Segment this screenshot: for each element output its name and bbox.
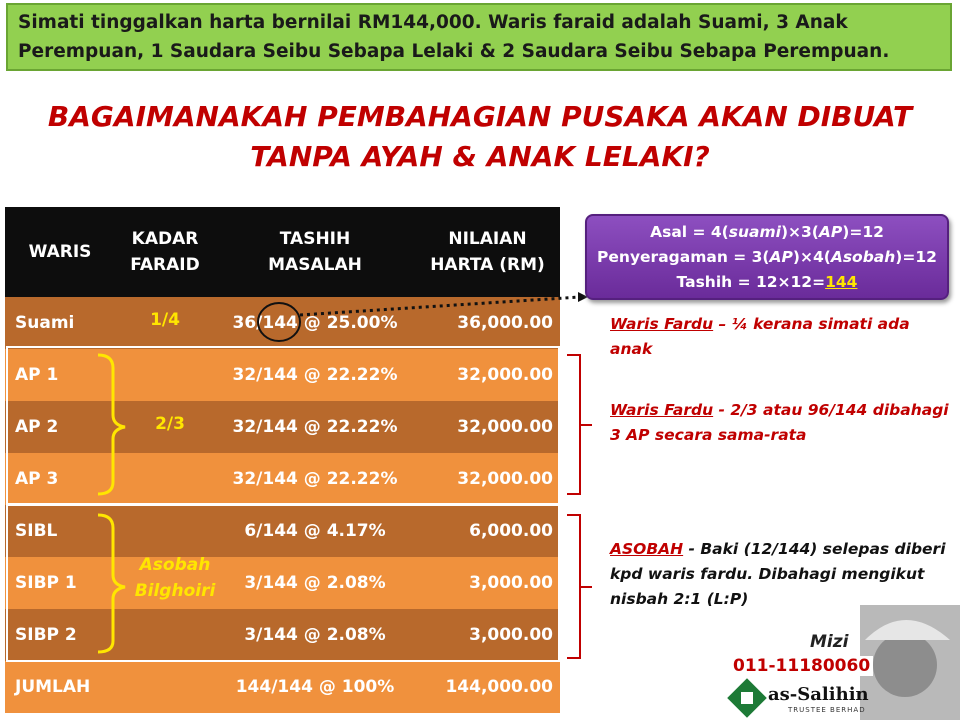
note-text: – ¼ kerana simati ada anak xyxy=(610,315,910,358)
table-cell: 3/144 @ 2.08% xyxy=(244,625,386,645)
table-cell: 32/144 @ 22.22% xyxy=(232,469,398,489)
note-label: Waris Fardu xyxy=(610,315,714,333)
header-line: TASHIH xyxy=(279,229,351,249)
heir-name: AP 2 xyxy=(15,417,59,437)
calc-part: )=12 xyxy=(895,248,937,266)
group-outline xyxy=(6,346,560,505)
note-label: ASOBAH xyxy=(610,540,684,558)
bracket xyxy=(97,513,126,654)
heir-name: AP 3 xyxy=(15,469,59,489)
logo-name: as-Salihin xyxy=(768,684,869,705)
kadar: 2/3 xyxy=(155,414,185,434)
column-header: NILAIAN HARTA (RM) xyxy=(415,207,560,297)
heir-name: SIBP 1 xyxy=(15,573,77,593)
table-cell: 3,000.00 xyxy=(469,625,553,645)
calc-part: )×4( xyxy=(792,248,831,266)
table-cell: 32/144 @ 22.22% xyxy=(232,365,398,385)
table-cell: 36,000.00 xyxy=(457,313,553,333)
calc-part: )×3( xyxy=(780,223,819,241)
note-label: Waris Fardu xyxy=(610,401,714,419)
header-line: FARAID xyxy=(130,255,200,275)
header-line: HARTA (RM) xyxy=(430,255,545,275)
table-cell: 32,000.00 xyxy=(457,469,553,489)
table-cell: 32/144 @ 22.22% xyxy=(232,417,398,437)
table-row: JUMLAH 144/144 @ 100% 144,000.00 xyxy=(5,661,560,713)
column-header: KADAR FARAID xyxy=(115,207,215,297)
title: BAGAIMANAKAH PEMBAHAGIAN PUSAKA AKAN DIB… xyxy=(47,100,913,133)
bracket xyxy=(567,514,592,659)
header: Simati tinggalkan harta bernilai RM144,0… xyxy=(6,3,952,71)
calc-part: Tashih = 12×12= xyxy=(676,273,826,291)
note-text: - Baki (12/144) selepas diberi kpd waris… xyxy=(610,540,946,608)
note: ASOBAH - Baki (12/144) selepas diberi kp… xyxy=(610,537,950,612)
table-cell: 144/144 @ 100% xyxy=(235,677,395,697)
pointer-head xyxy=(578,292,588,302)
kadar: 1/4 xyxy=(150,310,180,330)
table-cell: 32,000.00 xyxy=(457,417,553,437)
header-line: KADAR xyxy=(131,229,199,249)
photo-hat xyxy=(865,620,950,640)
calculation-box: Asal = 4(suami)×3(AP)=12 Penyeragaman = … xyxy=(585,214,949,300)
table-cell: 6/144 @ 4.17% xyxy=(244,521,386,541)
calc-part: Asal = 4( xyxy=(650,223,729,241)
table-row: AP 2 32/144 @ 22.22% 32,000.00 xyxy=(5,401,560,453)
table-row: SIBL 6/144 @ 4.17% 6,000.00 xyxy=(5,505,560,557)
bracket xyxy=(97,353,126,496)
table-row: SIBP 2 3/144 @ 2.08% 3,000.00 xyxy=(5,609,560,661)
logo-mark xyxy=(727,678,767,718)
calc-part: suami xyxy=(728,223,781,241)
heir-name: Suami xyxy=(15,313,75,333)
logo-tagline: TRUSTEE BERHAD xyxy=(788,706,866,714)
column-header: WARIS xyxy=(5,207,115,297)
title: TANPA AYAH & ANAK LELAKI? xyxy=(250,140,710,173)
column-header: TASHIH MASALAH xyxy=(215,207,415,297)
table-row: AP 3 32/144 @ 22.22% 32,000.00 xyxy=(5,453,560,505)
table-cell: 32,000.00 xyxy=(457,365,553,385)
calc-part: Penyeragaman = 3( xyxy=(597,248,770,266)
bracket xyxy=(567,354,592,495)
header-line: MASALAH xyxy=(268,255,362,275)
calc-part: 144 xyxy=(825,273,858,291)
pointer-line xyxy=(299,295,581,317)
photo-face xyxy=(873,633,937,697)
calc-part: Asobah xyxy=(830,248,896,266)
calc-part: AP xyxy=(818,223,843,241)
kadar: Asobah Bilghoiri xyxy=(125,552,225,604)
table-cell: 3/144 @ 2.08% xyxy=(244,573,386,593)
heir-name: SIBL xyxy=(15,521,58,541)
logo-signature: Mizi xyxy=(810,632,849,652)
header-line: WARIS xyxy=(28,242,92,262)
note-text: - 2/3 atau 96/144 dibahagi 3 AP secara s… xyxy=(610,401,949,444)
table-cell: 144,000.00 xyxy=(445,677,553,697)
table-cell: 6,000.00 xyxy=(469,521,553,541)
calc-line: Penyeragaman = 3(AP)×4(Asobah)=12 xyxy=(587,245,947,270)
heir-name: JUMLAH xyxy=(15,677,91,697)
table-cell: 36/144 @ 25.00% xyxy=(232,313,398,333)
logo-phone: 011-11180060 xyxy=(730,656,874,676)
table-row: SIBP 1 3/144 @ 2.08% 3,000.00 xyxy=(5,557,560,609)
calc-line: Tashih = 12×12=144 xyxy=(587,270,947,295)
kadar-line: Bilghoiri xyxy=(134,581,216,601)
heir-name: AP 1 xyxy=(15,365,59,385)
calc-part: )=12 xyxy=(842,223,884,241)
heir-name: SIBP 2 xyxy=(15,625,77,645)
table-row: AP 1 32/144 @ 22.22% 32,000.00 xyxy=(5,349,560,401)
group-outline xyxy=(6,504,560,662)
note: Waris Fardu - 2/3 atau 96/144 dibahagi 3… xyxy=(610,398,950,448)
kadar-line: Asobah xyxy=(139,555,211,575)
table-cell: 3,000.00 xyxy=(469,573,553,593)
calc-line: Asal = 4(suami)×3(AP)=12 xyxy=(587,220,947,245)
note: Waris Fardu – ¼ kerana simati ada anak xyxy=(610,312,950,362)
header-line: NILAIAN xyxy=(448,229,527,249)
calc-part: AP xyxy=(769,248,793,266)
highlight-circle xyxy=(257,302,301,342)
